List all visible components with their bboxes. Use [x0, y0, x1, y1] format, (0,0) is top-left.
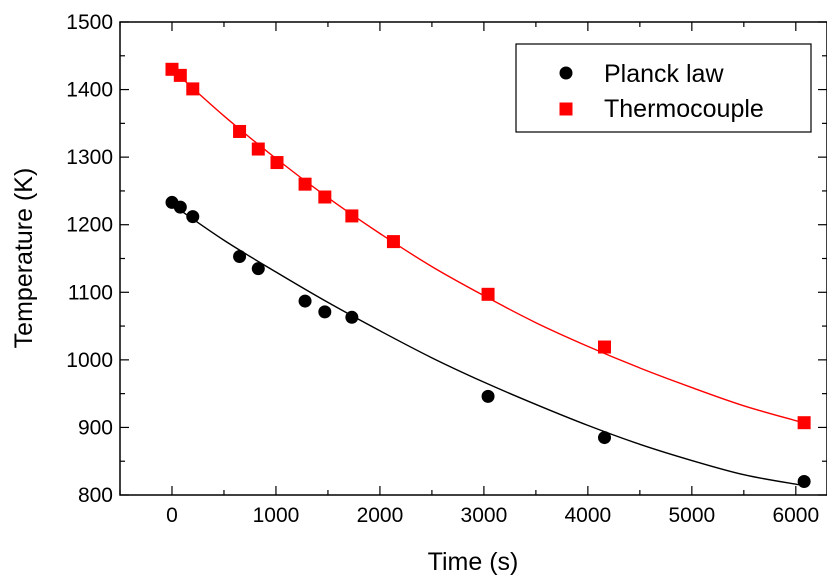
data-point-series-0 [318, 305, 332, 319]
data-point-series-1 [186, 82, 200, 96]
y-tick-label: 1200 [66, 214, 113, 237]
data-point-series-0 [173, 200, 187, 214]
data-point-series-1 [386, 235, 400, 249]
data-point-series-0 [233, 249, 247, 263]
x-tick-label: 1000 [253, 504, 300, 527]
y-tick-label: 800 [78, 484, 113, 507]
x-tick-label: 5000 [668, 504, 715, 527]
tick-labels: 0 1000 2000 3000 4000 5000 6000 800 900 1000 1100 1… [66, 11, 819, 527]
data-point-series-0 [251, 262, 265, 276]
data-point-series-1 [270, 156, 284, 170]
y-axis-title: Temperature (K) [10, 168, 38, 349]
y-tick-label: 1400 [66, 79, 113, 102]
y-tick-label: 1100 [68, 281, 113, 304]
data-point-series-1 [173, 68, 187, 82]
fit-curve-series-0 [171, 203, 805, 486]
data-point-series-1 [298, 177, 312, 191]
data-point-series-1 [598, 340, 612, 354]
y-tick-label: 1500 [66, 11, 113, 34]
x-tick-label: 3000 [461, 504, 508, 527]
data-point-series-0 [298, 294, 312, 308]
data-point-series-0 [481, 389, 495, 403]
data-point-series-1 [797, 416, 811, 430]
data-point-series-0 [345, 310, 359, 324]
legend-label-thermocouple: Thermocouple [604, 95, 764, 123]
legend-marker-thermocouple [559, 102, 573, 116]
x-tick-label: 0 [166, 504, 178, 527]
legend: Planck law Thermocouple [515, 43, 812, 133]
data-point-series-1 [251, 142, 265, 156]
y-tick-label: 1000 [66, 349, 113, 372]
axis-ticks [119, 21, 827, 496]
data-point-series-1 [481, 287, 495, 301]
data-point-series-0 [797, 474, 811, 488]
data-point-series-1 [345, 209, 359, 223]
y-tick-label: 1300 [66, 146, 113, 169]
legend-box [515, 43, 812, 133]
legend-marker-planck-law [559, 66, 573, 80]
data-markers [165, 62, 811, 488]
legend-label-planck-law: Planck law [604, 60, 724, 88]
x-axis-title: Time (s) [428, 548, 519, 576]
data-point-series-1 [318, 190, 332, 204]
x-tick-label: 4000 [565, 504, 612, 527]
x-tick-label: 2000 [357, 504, 404, 527]
y-tick-label: 900 [78, 416, 113, 439]
data-point-series-0 [186, 210, 200, 224]
x-tick-label: 6000 [772, 504, 819, 527]
data-point-series-0 [598, 431, 612, 445]
data-point-series-1 [233, 124, 247, 138]
